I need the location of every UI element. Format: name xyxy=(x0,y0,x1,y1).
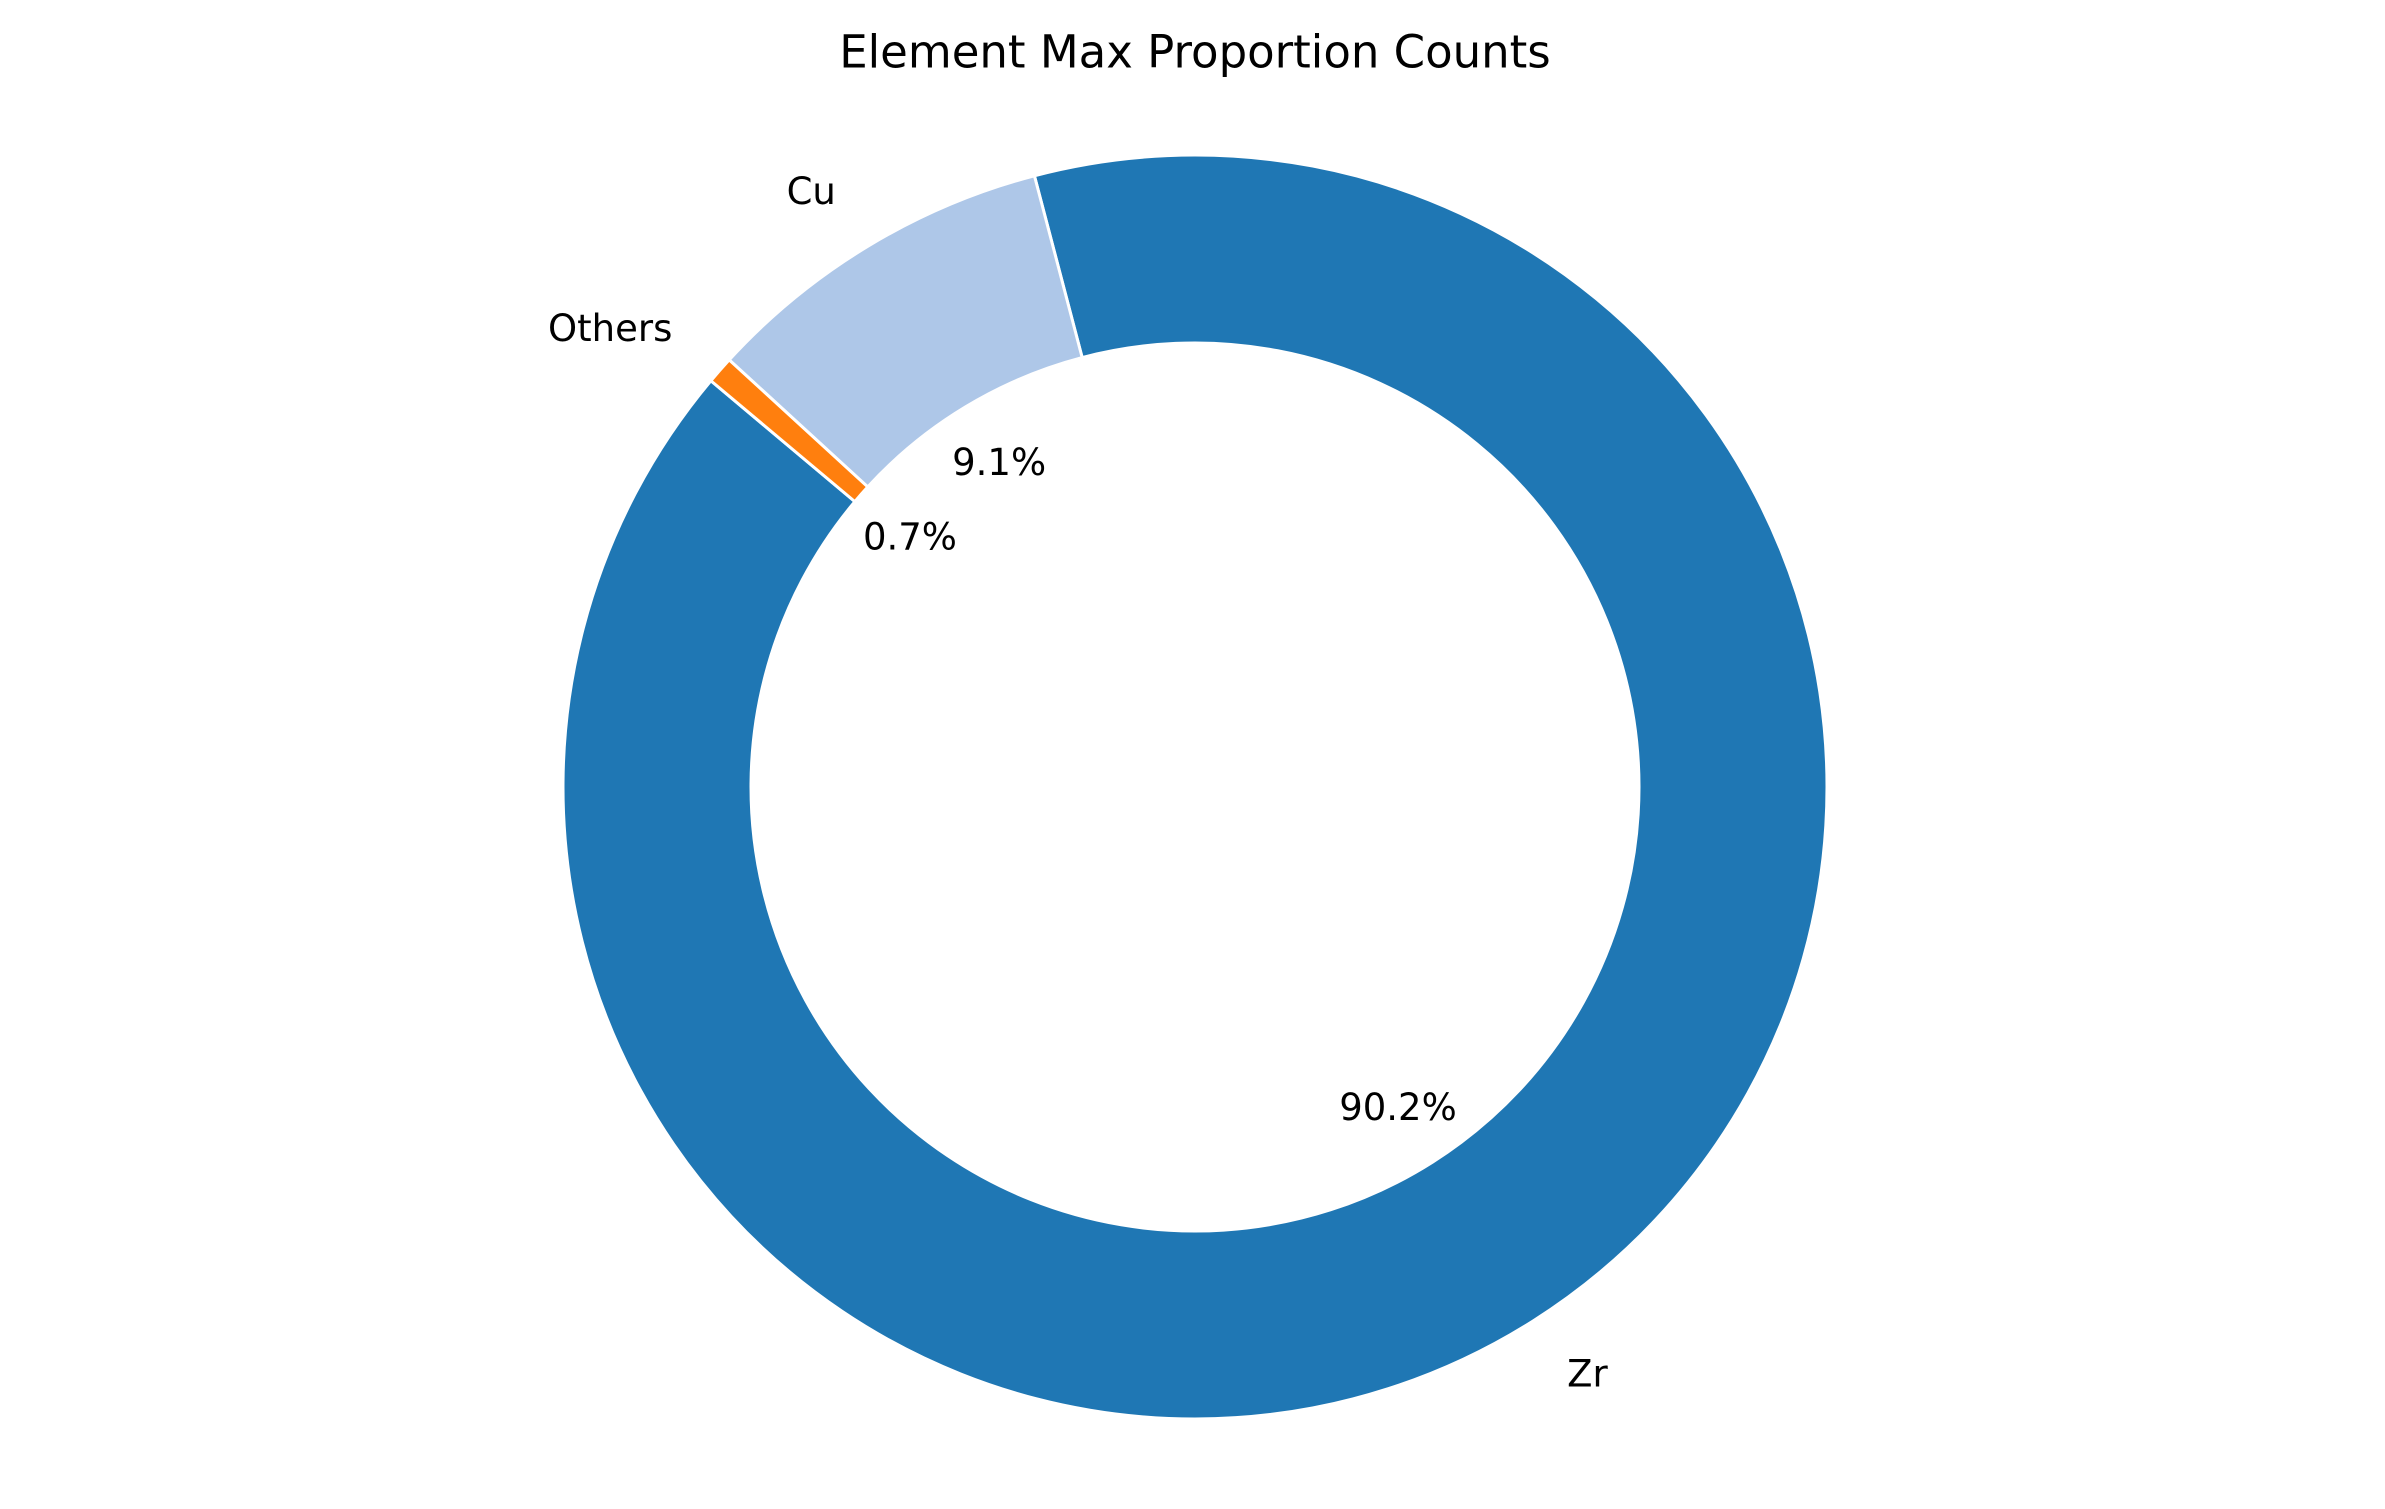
percent-label-cu: 9.1% xyxy=(952,441,1046,484)
category-label-zr: Zr xyxy=(1567,1353,1608,1396)
chart-title: Element Max Proportion Counts xyxy=(839,26,1551,79)
percent-label-zr: 90.2% xyxy=(1339,1086,1457,1129)
percent-label-others: 0.7% xyxy=(863,515,957,558)
slice-others xyxy=(709,358,870,504)
category-label-cu: Cu xyxy=(787,170,836,213)
slice-labels: Zr 90.2% Cu 9.1% Others 0.7% xyxy=(548,170,1608,1396)
donut-slices xyxy=(561,153,1829,1421)
category-label-others: Others xyxy=(548,307,672,350)
slice-zr xyxy=(561,153,1829,1421)
